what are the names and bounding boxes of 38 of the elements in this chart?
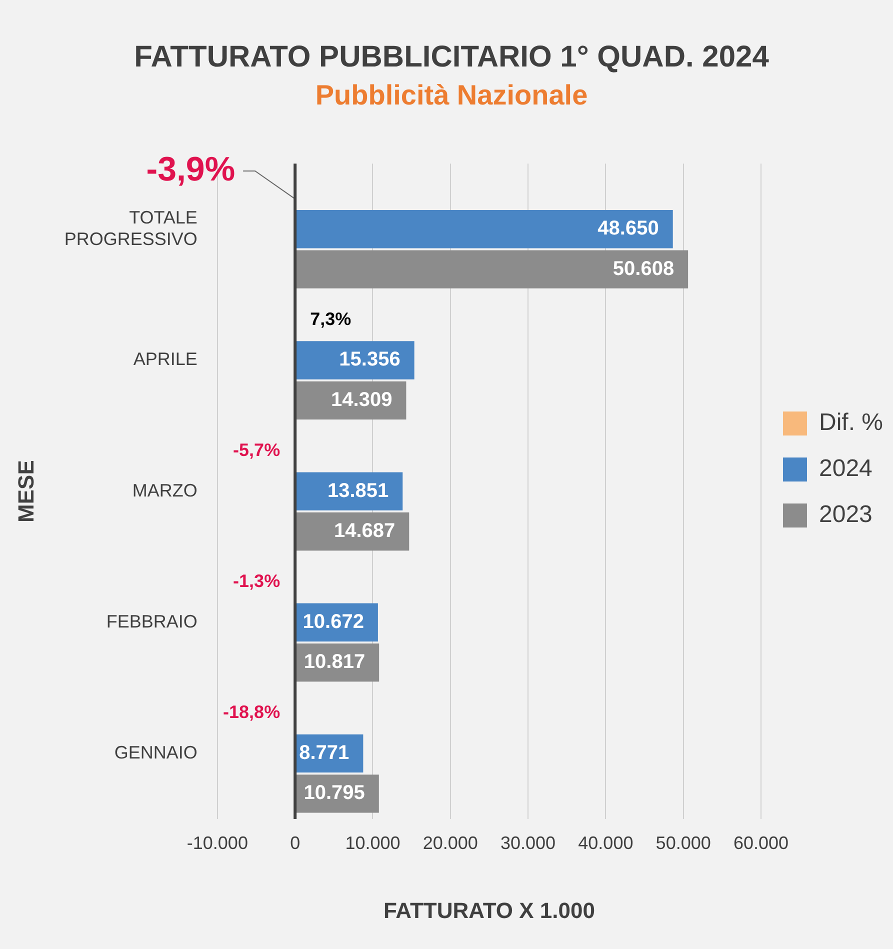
y-tick-label: GENNAIO <box>114 742 198 762</box>
y-tick-label: TOTALE PROGRESSIVO <box>64 207 198 249</box>
x-tick-label: 40.000 <box>578 832 634 853</box>
x-tick-label: 50.000 <box>656 832 711 853</box>
data-label: 14.687 <box>334 520 396 542</box>
y-tick-label: APRILE <box>133 349 198 370</box>
data-label: 13.851 <box>327 480 389 502</box>
data-label: 15.356 <box>339 348 400 371</box>
x-tick-label: 60.000 <box>733 832 789 853</box>
data-label: 50.608 <box>612 258 674 280</box>
data-label: -18,8% <box>223 702 280 722</box>
bar <box>296 210 673 248</box>
data-label: -5,7% <box>233 440 280 460</box>
data-label: 14.309 <box>331 388 392 411</box>
legend-label: Dif. % <box>818 409 884 436</box>
x-tick-label: 0 <box>290 832 300 853</box>
y-tick-label: MARZO <box>132 480 198 500</box>
y-axis-title: MESE <box>13 460 38 522</box>
chart-subtitle: Pubblicità Nazionale <box>315 80 588 111</box>
data-label: 10.817 <box>304 651 366 674</box>
data-label: 10.672 <box>302 610 364 633</box>
legend-label: 2024 <box>818 455 872 482</box>
y-tick-label: FEBBRAIO <box>106 611 198 632</box>
x-axis-title: FATTURATO X 1.000 <box>383 898 595 923</box>
legend-label: 2023 <box>818 501 872 528</box>
data-label: -1,3% <box>233 571 280 592</box>
chart-title: FATTURATO PUBBLICITARIO 1° QUAD. 2024 <box>134 40 770 74</box>
x-tick-label: -10.000 <box>186 832 248 853</box>
x-tick-label: 10.000 <box>345 832 400 853</box>
data-label: -3,9% <box>146 150 236 188</box>
bar <box>296 250 688 288</box>
data-label: 8.771 <box>299 742 350 764</box>
x-tick-label: 20.000 <box>422 832 478 853</box>
data-label: 7,3% <box>310 308 352 329</box>
bar <box>296 341 414 380</box>
data-label: 10.795 <box>304 782 365 804</box>
data-label: 48.650 <box>598 218 659 240</box>
x-tick-label: 30.000 <box>500 832 556 853</box>
